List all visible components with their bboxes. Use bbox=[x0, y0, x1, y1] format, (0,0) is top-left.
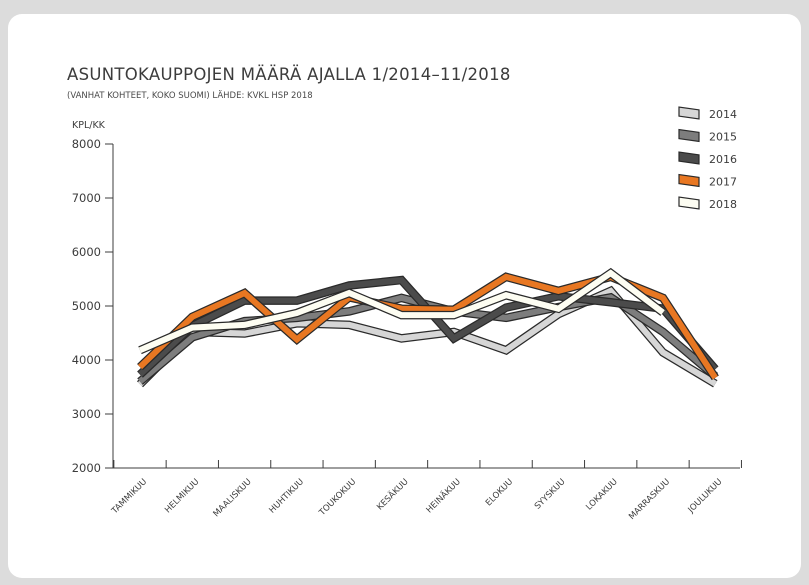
legend: 2014 2015 2016 2017 2018 bbox=[678, 106, 737, 211]
x-tick-label: MARRASKUU bbox=[627, 477, 672, 522]
legend-swatch-2017 bbox=[678, 173, 700, 188]
y-tick-label: 7000 bbox=[72, 191, 101, 205]
series-2018-line bbox=[138, 269, 665, 354]
x-tick-label: SYYSKUU bbox=[533, 477, 568, 512]
chart-subtitle: (VANHAT KOHTEET, KOKO SUOMI) LÄHDE: KVKL… bbox=[67, 90, 313, 101]
x-tick-label: TOUKOKUU bbox=[317, 477, 359, 519]
legend-label-2018: 2018 bbox=[709, 198, 737, 211]
legend-label-2014: 2014 bbox=[709, 108, 737, 121]
y-tick-label: 6000 bbox=[72, 245, 101, 259]
y-tick-label: 5000 bbox=[72, 299, 101, 313]
legend-swatch-2018 bbox=[678, 196, 700, 210]
x-tick-label: HUHTIKUU bbox=[267, 477, 306, 516]
series-layer bbox=[136, 267, 719, 388]
x-tick-label: LOKAKUU bbox=[584, 477, 619, 512]
y-ticks: 2000 3000 4000 5000 6000 7000 8000 bbox=[72, 137, 113, 475]
x-tick-label: MAALISKUU bbox=[212, 477, 254, 519]
legend-label-2015: 2015 bbox=[709, 131, 737, 144]
legend-swatch-2014 bbox=[678, 106, 700, 120]
chart-title: ASUNTOKAUPPOJEN MÄÄRÄ AJALLA 1/2014–11/2… bbox=[67, 65, 511, 84]
y-tick-label: 8000 bbox=[72, 137, 101, 151]
x-tick-label: KESÄKUU bbox=[374, 476, 410, 512]
legend-swatch-2015 bbox=[678, 128, 700, 143]
y-axis-unit-label: KPL/KK bbox=[72, 120, 106, 131]
legend-label-2017: 2017 bbox=[709, 176, 737, 189]
x-tick-label: HELMIKUU bbox=[163, 477, 201, 515]
x-ticks: TAMMIKUU HELMIKUU MAALISKUU HUHTIKUU TOUKOKU… bbox=[109, 460, 742, 522]
legend-label-2016: 2016 bbox=[709, 153, 737, 166]
y-tick-label: 4000 bbox=[72, 353, 101, 367]
y-tick-label: 3000 bbox=[72, 407, 101, 421]
x-tick-label: ELOKUU bbox=[484, 477, 515, 508]
x-tick-label: HEINÄKUU bbox=[424, 476, 463, 515]
legend-swatch-2016 bbox=[678, 151, 700, 165]
y-tick-label: 2000 bbox=[72, 461, 101, 475]
x-tick-label: TAMMIKUU bbox=[109, 477, 149, 517]
x-tick-label: JOULUKUU bbox=[686, 477, 725, 516]
